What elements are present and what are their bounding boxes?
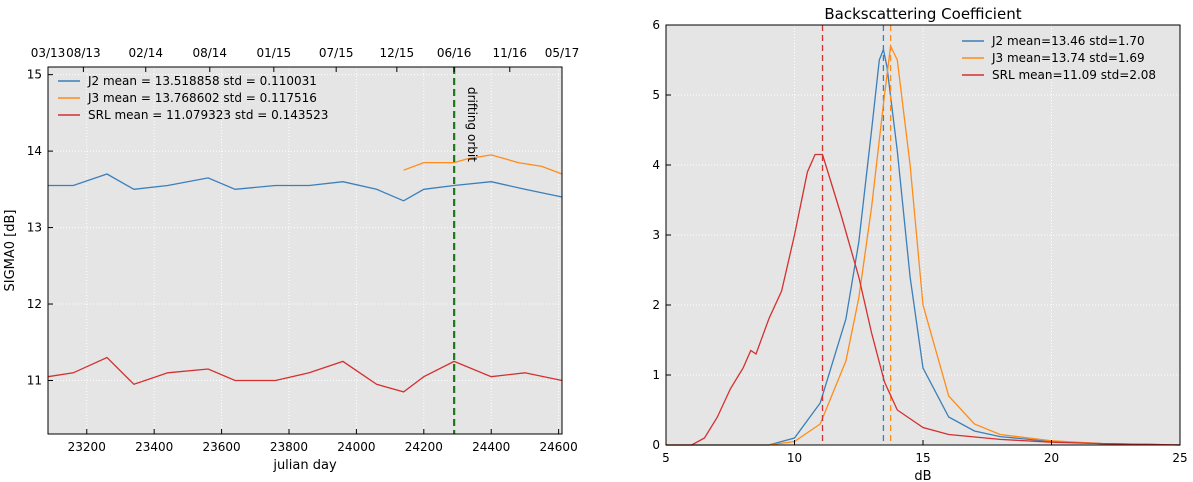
top-x-tick-label: 12/15	[380, 46, 415, 60]
x-tick-label: 25	[1172, 451, 1187, 465]
series-line-j3	[403, 154, 563, 175]
series-line-j2	[48, 173, 563, 202]
x-tick-label: 24200	[405, 440, 443, 454]
plot-frame	[47, 66, 563, 435]
top-x-tick-label: 07/15	[319, 46, 354, 60]
x-tick-label: 5	[662, 451, 670, 465]
x-tick-label: 23800	[270, 440, 308, 454]
top-x-tick-label: 02/14	[128, 46, 163, 60]
x-tick-label: 24400	[472, 440, 510, 454]
x-tick-label: 23600	[202, 440, 240, 454]
y-tick-label: 1	[652, 368, 660, 382]
chart-panel-1: drifting orbit 23200 23400 23600 23800 24000 2…	[3, 46, 579, 473]
drifting-orbit-label: drifting orbit	[465, 87, 479, 162]
x-tick-label: 24000	[337, 440, 375, 454]
top-x-tick-label: 01/15	[257, 46, 292, 60]
top-x-tick-label: 05/17	[545, 46, 580, 60]
x-tick-label: 10	[787, 451, 802, 465]
legend-label-srl: SRL mean=11.09 std=2.08	[992, 68, 1156, 82]
y-tick-label: 12	[27, 297, 42, 311]
x-tick-label: 23200	[68, 440, 106, 454]
legend: J2 mean = 13.518858 std = 0.110031 J3 mea…	[58, 74, 328, 122]
y-tick-label: 0	[652, 438, 660, 452]
chart-title: Backscattering Coefficient	[824, 5, 1021, 23]
y-tick-label: 4	[652, 158, 660, 172]
y-tick-label: 15	[27, 68, 42, 82]
x-tick-label: 20	[1044, 451, 1059, 465]
y-axis-label: SIGMA0 [dB]	[3, 210, 18, 292]
series-line-j3	[666, 43, 1181, 446]
x-tick-label: 23400	[135, 440, 173, 454]
legend: J2 mean=13.46 std=1.70 J3 mean=13.74 std=…	[962, 34, 1156, 82]
series-line-srl	[666, 153, 1181, 446]
y-tick-label: 13	[27, 221, 42, 235]
top-x-tick-label: 03/13	[31, 46, 66, 60]
x-axis-label: dB	[914, 469, 931, 482]
y-tick-label: 6	[652, 18, 660, 32]
plot-background	[48, 67, 562, 434]
y-tick-label: 5	[652, 88, 660, 102]
top-x-tick-label: 11/16	[492, 46, 527, 60]
top-x-tick-label: 08/13	[66, 46, 101, 60]
legend-label-j3: J3 mean = 13.768602 std = 0.117516	[87, 91, 317, 105]
top-x-tick-label: 08/14	[192, 46, 227, 60]
legend-label-srl: SRL mean = 11.079323 std = 0.143523	[88, 108, 328, 122]
legend-label-j2: J2 mean=13.46 std=1.70	[991, 34, 1145, 48]
series-line-j2	[666, 47, 1181, 446]
y-tick-label: 3	[652, 228, 660, 242]
x-tick-label: 15	[915, 451, 930, 465]
y-tick-label: 11	[27, 373, 42, 387]
y-tick-label: 2	[652, 298, 660, 312]
x-axis-label: julian day	[272, 458, 337, 473]
legend-label-j2: J2 mean = 13.518858 std = 0.110031	[87, 74, 317, 88]
x-tick-label: 24600	[540, 440, 578, 454]
legend-label-j3: J3 mean=13.74 std=1.69	[991, 51, 1145, 65]
y-tick-label: 14	[27, 144, 42, 158]
chart-panel-2: 5 10 15 20 25 0 1 2 3 4 5 6 dB Backscattering Coeffic…	[652, 5, 1187, 482]
top-x-tick-label: 06/16	[437, 46, 472, 60]
series-line-srl	[47, 356, 563, 393]
